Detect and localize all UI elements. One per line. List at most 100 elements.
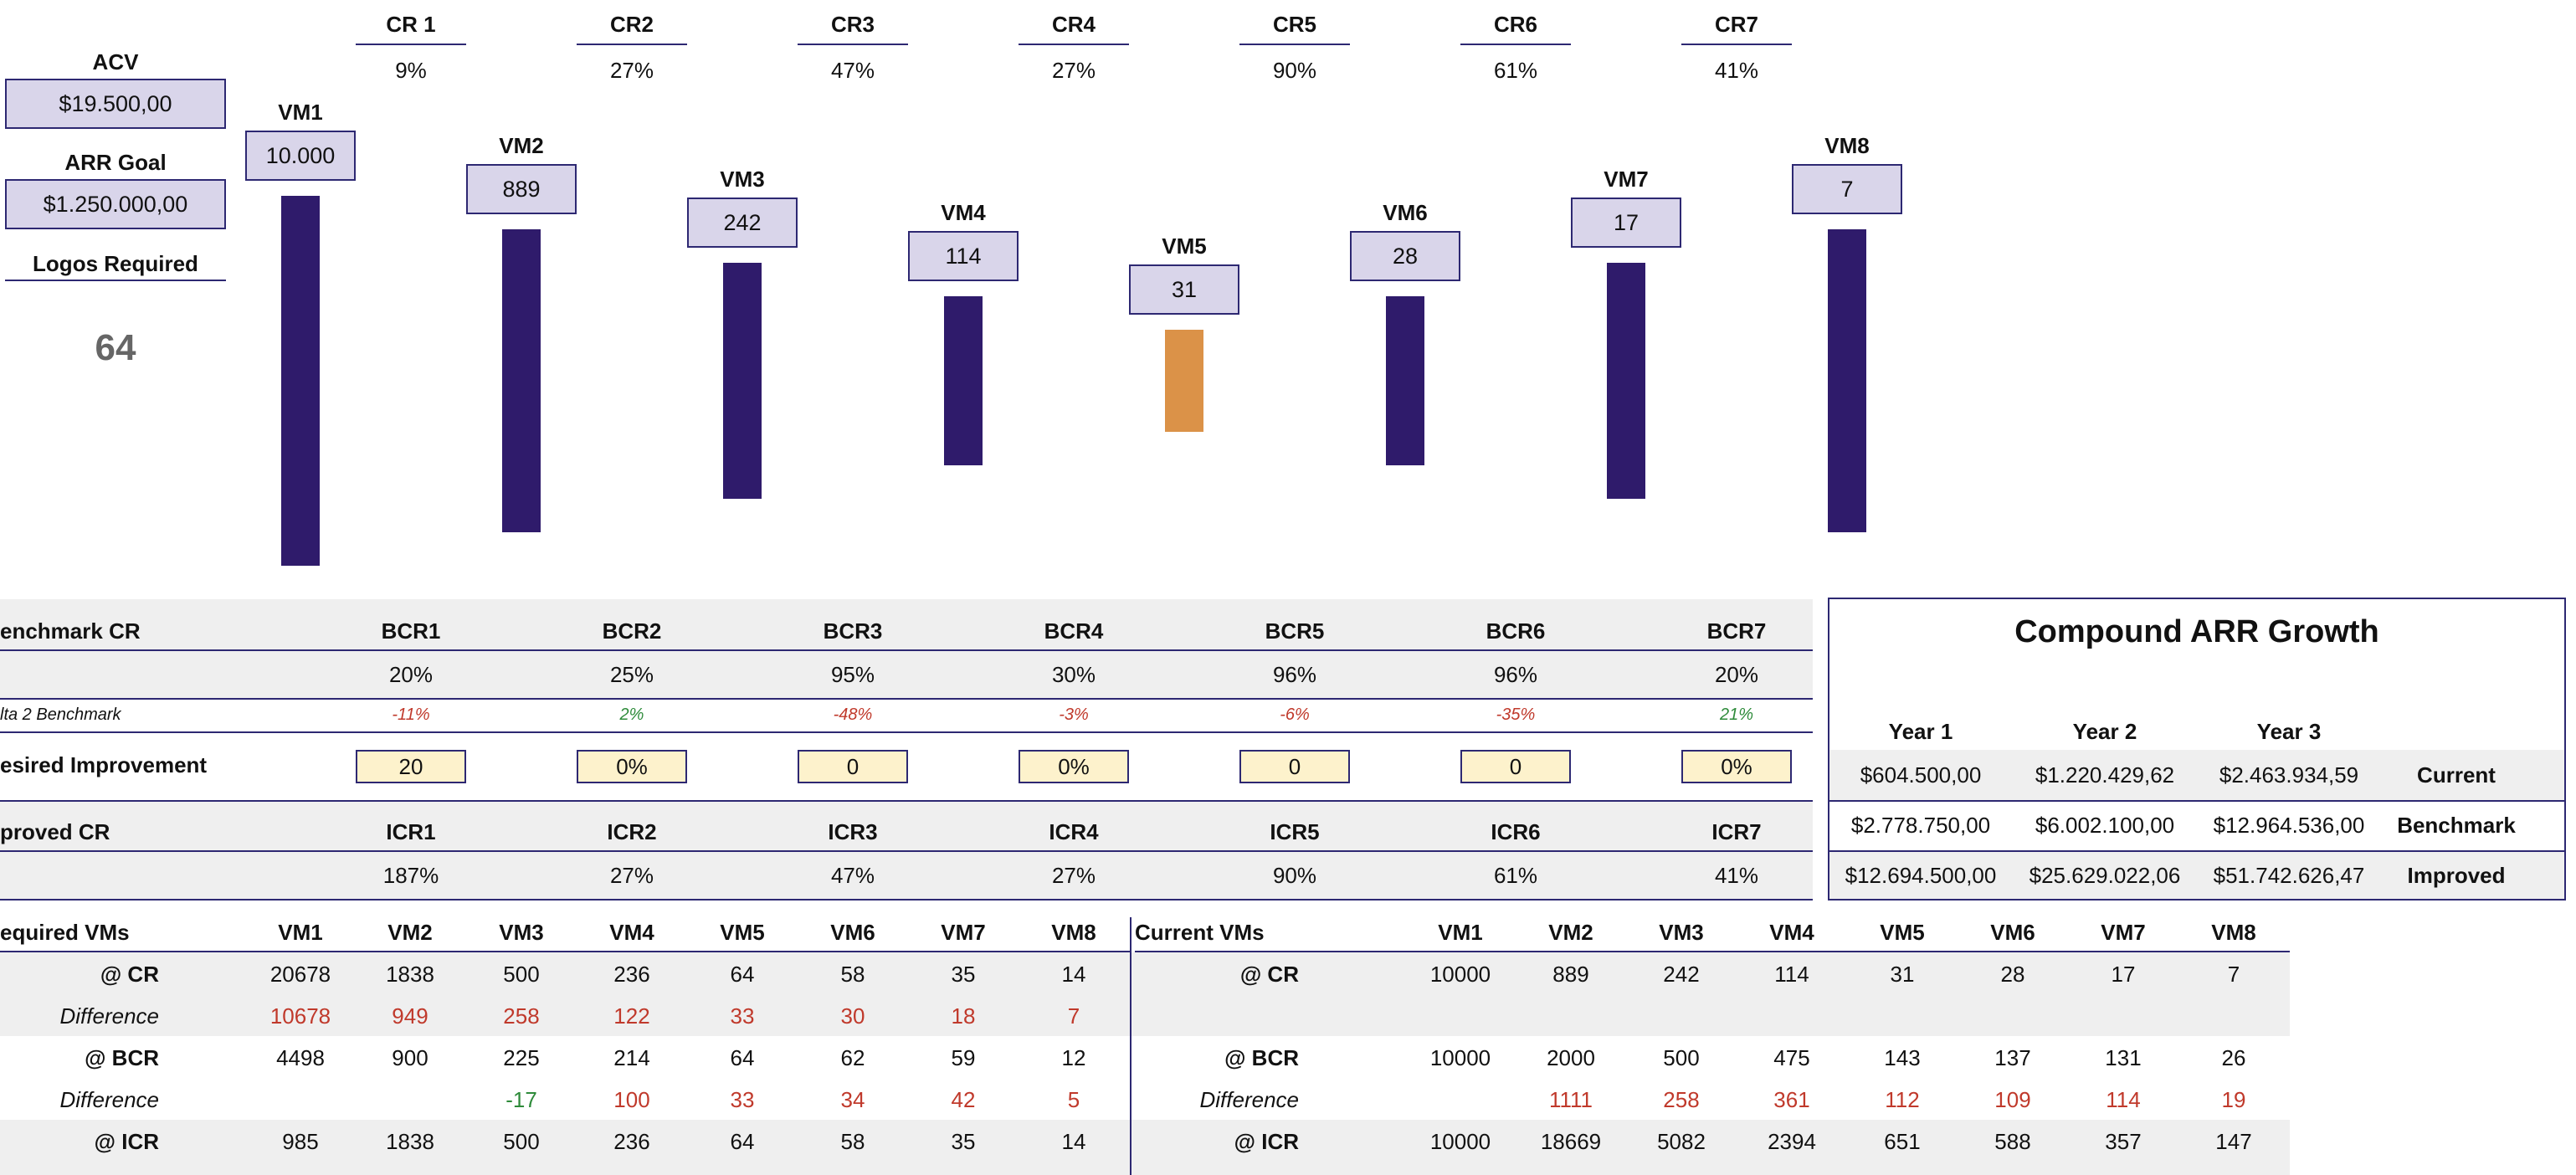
vm-cell: 236 (613, 1128, 650, 1154)
bcr-label: BCR5 (1265, 618, 1325, 644)
current-band-icr (1131, 1120, 2290, 1175)
bcr-value: 20% (1714, 661, 1759, 687)
vm-cell: 20678 (269, 961, 331, 987)
cr-label: CR5 (1239, 5, 1350, 45)
arr-goal-label: ARR Goal (64, 149, 167, 175)
divider (0, 951, 1130, 952)
bcr-label: BCR2 (602, 618, 662, 644)
vm-cell: 1111 (1548, 1086, 1593, 1112)
vm-cell (1742, 999, 1842, 1033)
icr-value: 61% (1493, 862, 1538, 888)
vm-label: VM4 (941, 199, 986, 225)
vm-cell: 26 (2221, 1044, 2246, 1070)
improvement-input[interactable]: 0 (798, 750, 908, 783)
cr-value: 90% (1272, 57, 1317, 83)
bcr-label: BCR7 (1706, 618, 1767, 644)
vm-cell: 58 (840, 1128, 865, 1154)
vm-col-header: VM6 (830, 919, 875, 945)
vm-cell: 2394 (1768, 1128, 1816, 1154)
vm-cell: 112 (1885, 1086, 1920, 1112)
vm-label: VM7 (1604, 166, 1649, 192)
vm-col-header: VM5 (1880, 919, 1925, 945)
divider (1829, 850, 2564, 852)
compound-value: $12.964.536,00 (2213, 812, 2365, 838)
current-band-cr (1131, 952, 2290, 1036)
vm-row-label: Difference (1199, 1086, 1300, 1112)
vm-cell: 236 (613, 961, 650, 987)
vm-cell: 114 (2106, 1086, 2141, 1112)
improved-cr-label: proved CR (0, 818, 110, 844)
vm-cell: 5082 (1657, 1128, 1706, 1154)
vm-cell: 214 (613, 1044, 650, 1070)
vm-row-label: @ BCR (85, 1044, 159, 1070)
vm-input[interactable]: 10.000 (245, 131, 356, 181)
vm-col-header: VM8 (1051, 919, 1096, 945)
year-header: Year 2 (2072, 718, 2137, 744)
vm-cell: 18 (951, 1003, 976, 1029)
compound-row-label: Improved (2407, 862, 2506, 888)
funnel-bar (1607, 263, 1645, 499)
vm-col-header: VM5 (720, 919, 765, 945)
funnel-bar (1828, 229, 1866, 532)
icr-label: ICR5 (1270, 818, 1320, 844)
vm-cell (1631, 999, 1732, 1033)
compound-value: $604.500,00 (1860, 762, 1982, 788)
improvement-input[interactable]: 0 (1239, 750, 1350, 783)
improvement-input[interactable]: 0 (1460, 750, 1571, 783)
acv-label: ACV (92, 49, 139, 74)
compound-arr-panel (1828, 598, 2566, 900)
delta-benchmark-label: lta 2 Benchmark (0, 705, 121, 724)
compound-value: $2.778.750,00 (1850, 812, 1991, 838)
vm-row-label: @ ICR (94, 1128, 159, 1154)
vm-input[interactable]: 28 (1350, 231, 1460, 281)
vm-input[interactable]: 17 (1571, 198, 1681, 248)
vm-cell: 122 (613, 1003, 650, 1029)
cr-value: 9% (395, 57, 427, 83)
vm-cell: 100 (613, 1086, 650, 1112)
vm-cell: 14 (1061, 1128, 1086, 1154)
benchmark-delta: -6% (1280, 705, 1310, 724)
vm-row-label: Difference (59, 1086, 160, 1112)
bcr-label: BCR1 (381, 618, 441, 644)
logos-required-label: Logos Required (5, 248, 226, 281)
vm-cell: 30 (840, 1003, 865, 1029)
improvement-input[interactable]: 0% (1019, 750, 1129, 783)
vm-cell: 500 (503, 961, 540, 987)
vm-row-label: @ CR (1239, 961, 1299, 987)
cr-value: 27% (1051, 57, 1096, 83)
bcr-value: 20% (388, 661, 434, 687)
cr-label: CR4 (1019, 5, 1129, 45)
improvement-input[interactable]: 0% (1681, 750, 1792, 783)
vm-cell: 64 (730, 961, 755, 987)
vm-cell: 7 (1067, 1003, 1080, 1029)
vm-cell: 889 (1552, 961, 1589, 987)
logos-required-value: 64 (95, 327, 136, 368)
vm-col-header: VM3 (499, 919, 544, 945)
vm-input[interactable]: 7 (1792, 164, 1902, 214)
vm-cell (1410, 1083, 1511, 1116)
vm-cell: 64 (730, 1128, 755, 1154)
vm-input[interactable]: 889 (466, 164, 577, 214)
vm-label: VM6 (1383, 199, 1428, 225)
vm-cell (1963, 999, 2063, 1033)
benchmark-delta: -35% (1496, 705, 1536, 724)
arr-goal-input[interactable]: $1.250.000,00 (5, 179, 226, 229)
icr-value: 41% (1714, 862, 1759, 888)
compound-arr-title: Compound ARR Growth (2014, 613, 2379, 649)
vm-col-header: VM8 (2211, 919, 2256, 945)
compound-value: $25.629.022,06 (2029, 862, 2181, 888)
vm-input[interactable]: 31 (1129, 264, 1239, 315)
vm-cell: 5 (1067, 1086, 1080, 1112)
icr-label: ICR4 (1049, 818, 1099, 844)
vm-input[interactable]: 242 (687, 198, 798, 248)
vm-label: VM5 (1162, 233, 1207, 259)
vm-cell: 42 (951, 1086, 976, 1112)
vm-input[interactable]: 114 (908, 231, 1019, 281)
icr-value: 47% (830, 862, 875, 888)
benchmark-delta: -3% (1059, 705, 1089, 724)
improvement-input[interactable]: 20 (356, 750, 466, 783)
acv-input[interactable]: $19.500,00 (5, 79, 226, 129)
improvement-input[interactable]: 0% (577, 750, 687, 783)
vm-col-header: VM1 (278, 919, 323, 945)
vm-cell: 357 (2105, 1128, 2142, 1154)
